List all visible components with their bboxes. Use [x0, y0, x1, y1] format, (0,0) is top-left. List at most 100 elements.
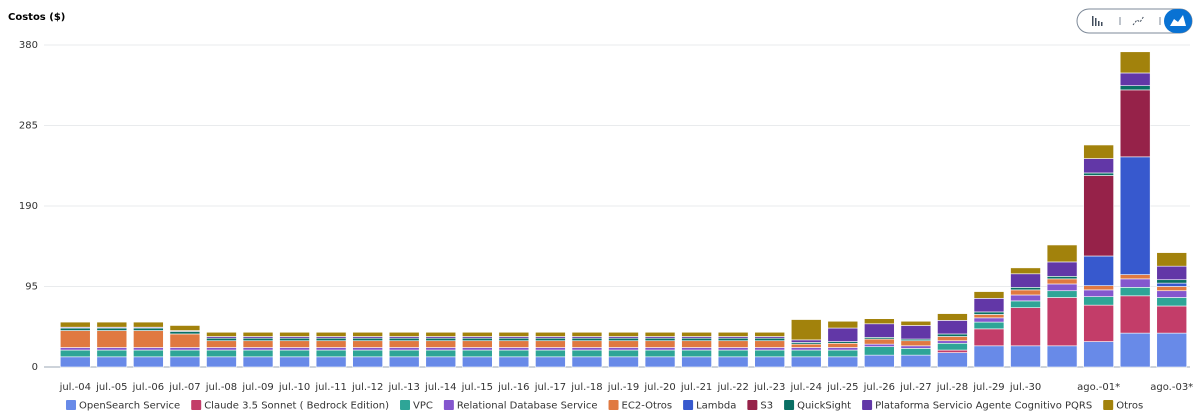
- bar-segment: [169, 333, 201, 348]
- x-tick-label: jul.-07: [168, 382, 200, 393]
- bar-segment: [133, 356, 164, 368]
- bar-segment: [571, 337, 603, 342]
- bar-segment: [59, 327, 91, 331]
- x-tick-label: jul.-20: [643, 382, 675, 393]
- bar-segment: [1010, 267, 1041, 275]
- bar-segment: [169, 347, 201, 351]
- bar-segment: [973, 311, 1005, 315]
- bar-segment: [900, 320, 932, 326]
- x-tick-label: jul.-13: [388, 382, 420, 393]
- bar-segment: [937, 352, 968, 368]
- bar-segment: [644, 331, 676, 337]
- bar-segment: [1083, 175, 1114, 257]
- bar-segment: [242, 356, 274, 368]
- bar-segment: [279, 331, 310, 337]
- legend-swatch: [400, 400, 411, 410]
- bar-segment: [864, 346, 895, 356]
- line-view-button[interactable]: [1132, 15, 1145, 26]
- bar-segment: [462, 337, 493, 342]
- bar-segment: [462, 349, 493, 358]
- bar-segment: [59, 356, 91, 368]
- bar-segment: [242, 347, 274, 351]
- bar-segment: [352, 349, 383, 358]
- bar-segment: [169, 325, 201, 331]
- bar-segment: [1046, 345, 1078, 368]
- bar-segment: [169, 349, 201, 358]
- x-tick-label: jul.-23: [753, 382, 785, 393]
- legend-label: S3: [760, 401, 773, 411]
- bar-segment: [315, 331, 347, 337]
- x-tick-label: jul.-26: [863, 382, 895, 393]
- bar-segment: [571, 347, 603, 351]
- x-tick-label: jul.-06: [132, 382, 164, 393]
- x-tick-label: jul.-16: [497, 382, 529, 393]
- bar-segment: [279, 356, 310, 368]
- bar-segment: [1083, 289, 1114, 297]
- bar-segment: [790, 343, 822, 348]
- x-tick-label: jul.-19: [607, 382, 639, 393]
- bar-segment: [169, 356, 201, 368]
- bar-segment: [242, 349, 274, 358]
- bar-segment: [315, 340, 347, 348]
- bar-segment: [1119, 274, 1151, 280]
- bar-segment: [827, 356, 859, 368]
- legend-swatch: [191, 400, 202, 410]
- legend-label: Relational Database Service: [457, 401, 598, 411]
- bar-segment: [644, 340, 676, 348]
- legend-label: OpenSearch Service: [79, 401, 180, 411]
- bar-segment: [973, 345, 1005, 368]
- bar-segment: [1010, 289, 1041, 296]
- bar-segment: [1010, 307, 1041, 347]
- bar-segment: [900, 340, 932, 347]
- bar-segment: [973, 317, 1005, 323]
- x-tick-label: jul.-27: [899, 382, 931, 393]
- icon: [1170, 15, 1186, 26]
- bar-segment: [1046, 290, 1078, 298]
- legend-label: Claude 3.5 Sonnet ( Bedrock Edition): [204, 401, 389, 411]
- bar-segment: [937, 333, 968, 337]
- bar-segment: [1046, 244, 1078, 263]
- bar-segment: [937, 340, 968, 344]
- bar-segment: [1046, 283, 1078, 292]
- bar-segment: [133, 349, 164, 358]
- icon: [1092, 16, 1094, 26]
- x-tick-label: jul.-21: [680, 382, 712, 393]
- bar-segment: [59, 330, 91, 348]
- bar-segment: [169, 331, 201, 335]
- bar-segment: [754, 331, 785, 337]
- x-tick-label: jul.-24: [790, 382, 822, 393]
- bar-segment: [864, 354, 895, 368]
- icon: [1101, 22, 1103, 26]
- chart-type-toggle[interactable]: [1076, 8, 1193, 34]
- legend-label: EC2-Otros: [622, 401, 673, 411]
- x-tick-label: ago.-03*: [1150, 382, 1193, 393]
- bar-segment: [279, 340, 310, 348]
- bar-view-button[interactable]: [1092, 16, 1103, 26]
- bar-segment: [352, 347, 383, 351]
- stacked-view-button[interactable]: [1164, 9, 1192, 33]
- legend-label: QuickSight: [797, 401, 851, 411]
- bar-segment: [681, 331, 712, 337]
- x-tick-label: jul.-11: [314, 382, 346, 393]
- bar-segment: [790, 319, 822, 341]
- bar-segment: [754, 356, 785, 368]
- bar-segment: [279, 349, 310, 358]
- bar-segment: [644, 347, 676, 351]
- bar-segment: [352, 331, 383, 337]
- bar-segment: [1156, 282, 1188, 287]
- bar-segment: [96, 356, 128, 368]
- bar-segment: [1083, 296, 1114, 306]
- bar-segment: [1119, 51, 1151, 74]
- legend-label: Plataforma Servicio Agente Cognitivo PQR…: [875, 401, 1092, 411]
- bar-segment: [790, 339, 822, 343]
- bar-segment: [1156, 332, 1188, 368]
- x-tick-label: jul.-12: [351, 382, 383, 393]
- bar-segment: [937, 349, 968, 353]
- bar-segment: [973, 314, 1005, 319]
- x-tick-label: jul.-29: [972, 382, 1004, 393]
- bar-segment: [1156, 252, 1188, 267]
- bar-segment: [717, 331, 749, 337]
- bar-segment: [1119, 295, 1151, 334]
- bar-segment: [827, 349, 859, 358]
